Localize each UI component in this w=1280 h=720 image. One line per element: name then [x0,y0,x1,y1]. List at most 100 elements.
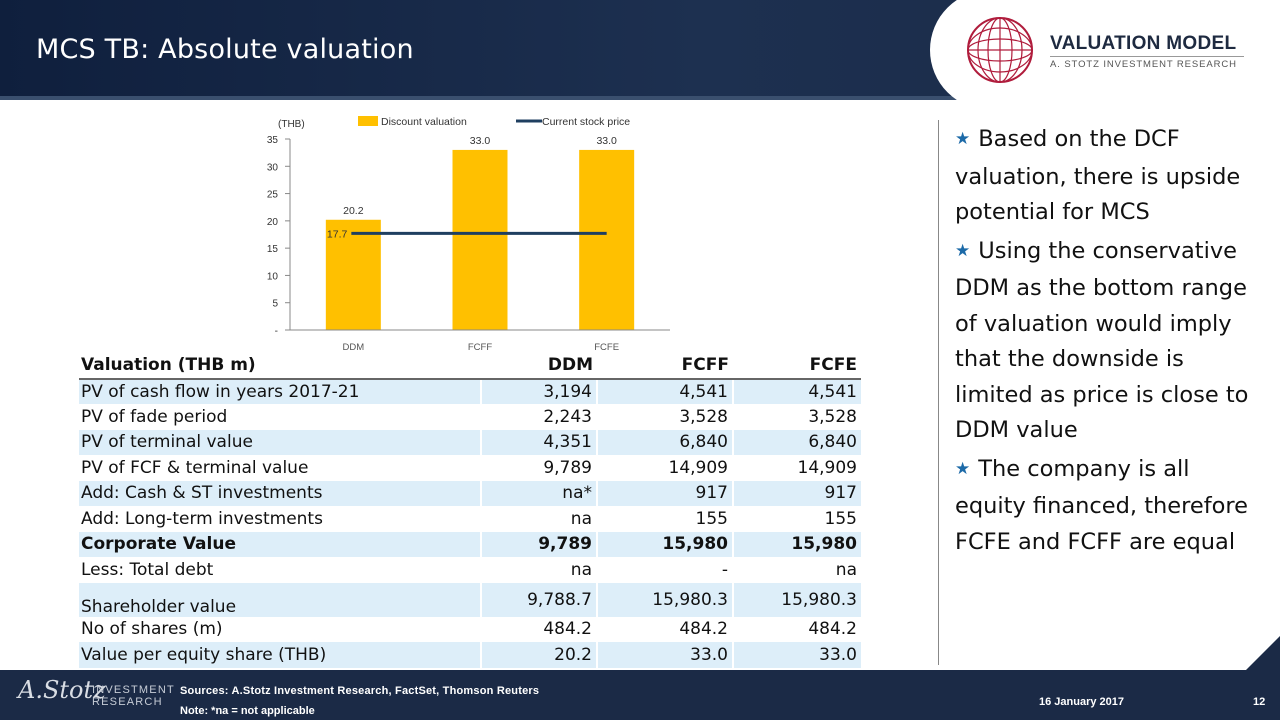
y-tick-label: 35 [267,135,279,146]
bar-ddm [325,219,381,330]
ddm-value: na [480,557,597,583]
logo-subtitle: A. STOTZ INVESTMENT RESEARCH [1050,59,1237,70]
bullet-item: ★ The company is all equity financed, the… [955,452,1265,561]
table-row: PV of fade period 2,243 3,528 3,528 [79,404,861,430]
table-row: PV of FCF & terminal value 9,789 14,909 14,… [79,455,861,481]
x-axis: DDM FCFF FCFE [290,329,670,353]
page-title: MCS TB: Absolute valuation [36,34,414,65]
fcff-value: 14,909 [596,455,733,481]
star-bullet-icon: ★ [955,240,971,261]
table-row: Corporate Value 9,789 15,980 15,980 [79,531,861,557]
fcfe-value: 15,980 [732,531,861,557]
row-label: No of shares (m) [81,619,223,640]
ddm-value: 20.2 [480,642,597,668]
valuation-chart: - 5 10 15 20 25 30 35 (THB) 20.2 33.0 33.0 17.7 DD… [267,116,670,353]
header-ddm: DDM [481,353,597,380]
table-row: PV of terminal value 4,351 6,840 6,840 [79,429,861,455]
header-label: Valuation (THB m) [79,353,481,380]
fcff-value: 155 [596,506,733,532]
ddm-value: 2,243 [480,404,597,430]
y-tick-label: 15 [267,244,279,255]
header-bar: MCS TB: Absolute valuation VALUATION MOD… [0,0,1280,100]
table-row: No of shares (m) 484.2 484.2 484.2 [79,616,861,642]
fcff-value: 4,541 [596,378,733,404]
row-label: Add: Cash & ST investments [79,480,481,506]
ddm-value: na [480,506,597,532]
row-label: Add: Long-term investments [81,508,323,529]
bar-data-label: 20.2 [343,205,364,217]
note-text: Note: *na = not applicable [180,705,315,717]
header-fcfe: FCFE [733,353,861,380]
fcff-value: 6,840 [596,429,733,455]
vertical-divider [938,120,939,665]
fcfe-value: 484.2 [732,616,861,642]
ddm-value: 9,789 [480,455,597,481]
x-tick-label: FCFF [468,342,492,353]
x-tick-label: DDM [343,342,365,353]
fcfe-value: 3,528 [732,404,861,430]
row-label: PV of terminal value [79,429,481,455]
star-bullet-icon: ★ [955,458,971,479]
y-tick-label: 20 [267,217,279,228]
legend-bar-label: Discount valuation [381,116,467,128]
table-row: Shareholder value 9,788.7 15,980.3 15,980.3 [79,582,861,617]
table-header-row: Valuation (THB m) DDM FCFF FCFE [79,353,861,380]
row-label: Value per equity share (THB) [79,642,481,668]
current-price-label: 17.7 [327,228,348,240]
bullet-text: Based on the DCF valuation, there is ups… [955,126,1241,225]
row-label: Corporate Value [79,531,481,557]
y-axis: - 5 10 15 20 25 30 35 (THB) [267,119,305,337]
table-row: Value per equity share (THB) 20.2 33.0 33.0 [79,642,861,668]
footer-logo-text: INVESTMENT RESEARCH [92,684,175,708]
valuation-table: Valuation (THB m) DDM FCFF FCFE PV of ca… [79,353,861,668]
fcff-value: - [596,557,733,583]
footer-bar: A.Stotz INVESTMENT RESEARCH Sources: A.S… [0,636,1280,720]
x-tick-label: FCFE [594,342,619,353]
fcfe-value: na [732,557,861,583]
footer-logo-script: A.Stotz [18,676,106,704]
fcfe-value: 14,909 [732,455,861,481]
bullet-text: The company is all equity financed, ther… [955,455,1249,555]
row-label: Less: Total debt [81,559,214,580]
y-tick-label: 30 [267,162,279,173]
ddm-value: 3,194 [480,378,597,404]
sources-text: Sources: A.Stotz Investment Research, Fa… [180,685,540,697]
table-body: PV of cash flow in years 2017-21 3,194 4,5… [79,378,861,668]
y-tick-label: - [275,326,278,337]
bullet-item: ★ Using the conservative DDM as the botto… [955,234,1265,449]
fcff-value: 33.0 [596,642,733,668]
star-bullet-icon: ★ [955,129,971,149]
bar-data-label: 33.0 [470,135,491,147]
fcfe-value: 6,840 [732,429,861,455]
ddm-value: 4,351 [480,429,597,455]
logo-title: VALUATION MODEL [1050,33,1237,54]
footer-date: 16 January 2017 [1039,696,1125,708]
line-series: 17.7 [327,228,607,240]
fcfe-value: 4,541 [732,378,861,404]
fcfe-value: 155 [732,506,861,532]
legend-line-label: Current stock price [542,116,630,128]
globe-logo-icon [967,17,1033,83]
table-row: Less: Total debt na - na [79,557,861,583]
fcfe-value: 33.0 [732,642,861,668]
fcff-value: 917 [596,480,733,506]
bar-fcff [452,149,508,330]
y-tick-label: 10 [267,271,279,282]
bar-series: 20.2 33.0 33.0 [325,135,635,330]
y-axis-unit-label: (THB) [278,119,305,130]
fcfe-value: 15,980.3 [732,582,861,617]
fcfe-value: 917 [732,480,861,506]
y-tick-label: 5 [272,299,278,310]
row-label: PV of fade period [81,406,228,427]
bullet-item: ★ Based on the DCF valuation, there is up… [955,122,1265,231]
header-stripe [0,96,1280,100]
ddm-value: na* [480,480,597,506]
row-label: PV of cash flow in years 2017-21 [79,378,481,404]
bar-fcfe [579,149,635,330]
logo-divider [1050,56,1244,57]
key-points-list: ★ Based on the DCF valuation, there is up… [955,122,1265,563]
table-row: PV of cash flow in years 2017-21 3,194 4,5… [79,378,861,404]
table-row: Add: Cash & ST investments na* 917 917 [79,480,861,506]
footer-logo-line2: RESEARCH [92,696,163,708]
footer-corner [1246,636,1280,670]
